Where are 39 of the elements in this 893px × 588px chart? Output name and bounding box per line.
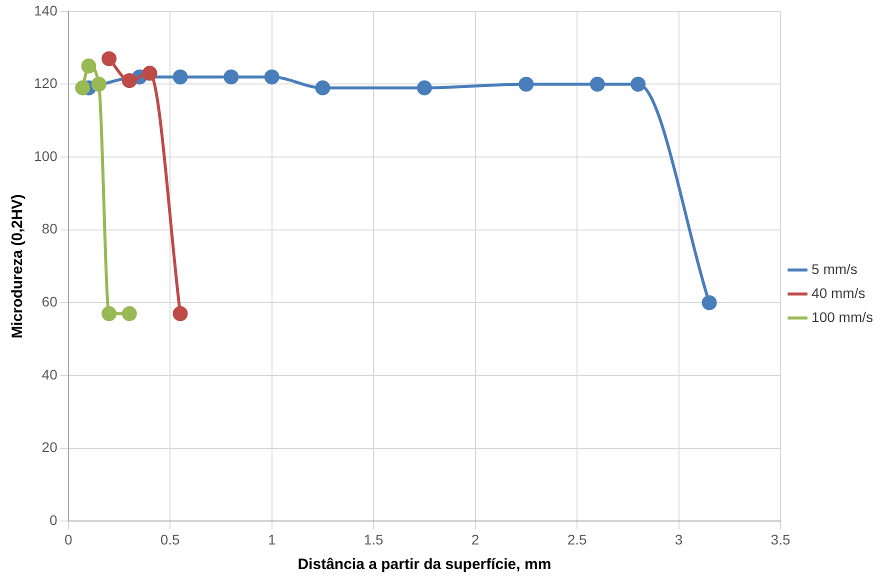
point <box>102 51 117 66</box>
x-tick-label: 0 <box>64 531 72 548</box>
y-tick-label: 20 <box>42 439 58 456</box>
x-tick-label: 2.5 <box>567 531 587 548</box>
point <box>264 69 280 84</box>
point <box>91 76 106 92</box>
point <box>315 80 330 96</box>
y-tick-label: 80 <box>42 220 58 237</box>
point <box>122 73 137 88</box>
point <box>75 80 90 96</box>
y-tick-label: 0 <box>50 512 58 528</box>
y-tick-label: 140 <box>34 2 58 18</box>
point <box>702 295 717 310</box>
x-tick-label: 2 <box>471 531 480 548</box>
point <box>122 306 137 322</box>
point <box>416 80 432 96</box>
point <box>224 69 239 84</box>
y-tick-label: 60 <box>42 294 58 310</box>
point <box>630 76 646 92</box>
point <box>172 69 188 84</box>
x-tick-label: 1.5 <box>364 531 384 548</box>
point <box>590 76 605 92</box>
x-tick-label: 3 <box>674 531 683 548</box>
legend-label: 40 mm/s <box>812 284 866 301</box>
point <box>142 66 158 81</box>
y-tick-label: 120 <box>34 75 58 92</box>
x-tick-label: 3.5 <box>770 531 790 548</box>
point <box>81 58 96 74</box>
legend-label: 5 mm/s <box>812 260 858 277</box>
y-tick-label: 40 <box>42 366 58 382</box>
legend-label: 100 mm/s <box>812 308 874 325</box>
point <box>518 76 534 92</box>
x-axis-title: Distância a partir da superfície, mm <box>298 556 552 574</box>
x-tick-label: 0.5 <box>160 531 180 548</box>
x-tick-label: 1 <box>268 531 276 548</box>
y-tick-label: 100 <box>34 148 58 164</box>
point <box>172 306 188 322</box>
point <box>102 306 117 322</box>
y-axis-title: Microdureza (0,2HV) <box>9 194 26 338</box>
